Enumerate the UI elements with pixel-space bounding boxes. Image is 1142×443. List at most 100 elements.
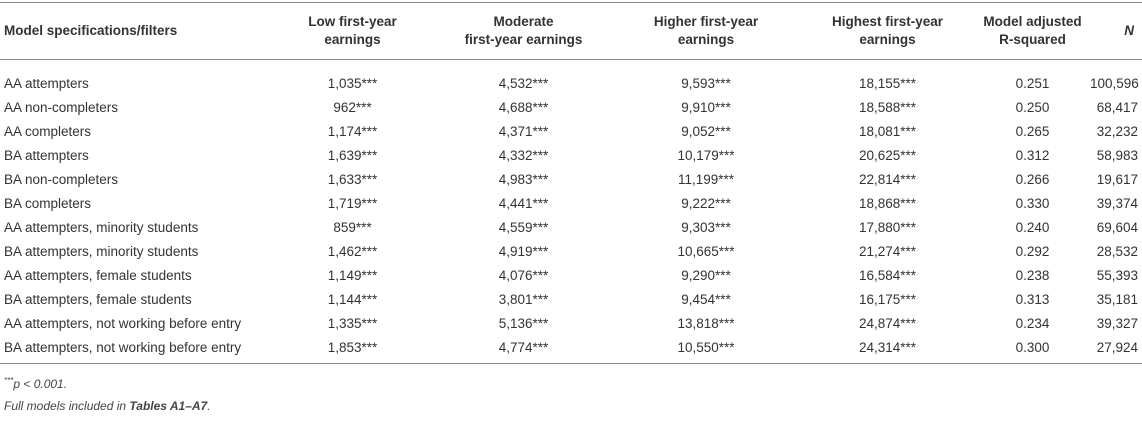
cell: 16,584***: [858, 267, 917, 283]
source-note: Full models included in Tables A1–A7.: [4, 399, 211, 413]
column-header: Model adjusted R-squared: [975, 2, 1090, 60]
cell: 0.265: [1015, 123, 1050, 139]
cell: 9,222***: [681, 195, 731, 211]
cell: 4,076***: [498, 267, 549, 283]
table-row: AA non-completers 962*** 4,688*** 9,910*** 1…: [0, 95, 1142, 119]
cell: 962***: [333, 99, 372, 115]
table-row: BA attempters, minority students 1,462***…: [0, 239, 1142, 263]
row-label: BA completers: [4, 195, 92, 211]
cell: 4,371***: [498, 123, 549, 139]
note-text: p < 0.001.: [13, 377, 68, 391]
cell: 18,588***: [858, 99, 917, 115]
cell: 0.238: [1015, 267, 1050, 283]
row-label: BA non-completers: [4, 171, 119, 187]
cell: 13,818***: [677, 315, 735, 331]
cell: 20,625***: [858, 147, 917, 163]
cell: 1,335***: [327, 315, 378, 331]
cell: 1,144***: [327, 291, 378, 307]
cell: 0.251: [1015, 75, 1050, 91]
cell: 21,274***: [858, 243, 917, 259]
column-header: N: [1090, 2, 1142, 60]
cell: 10,550***: [612, 335, 800, 364]
note-marker: ***: [4, 376, 14, 385]
cell: 4,441***: [498, 195, 549, 211]
results-table: Model specifications/filters Low first-ye…: [0, 2, 1142, 364]
column-header: Low first-year earnings: [270, 2, 435, 60]
column-header: Higher first-year earnings: [612, 2, 800, 60]
cell: 1,462***: [327, 243, 378, 259]
significance-note: ***p < 0.001.: [4, 376, 67, 391]
cell: 4,919***: [498, 243, 549, 259]
cell: 4,983***: [498, 171, 549, 187]
cell: 4,688***: [498, 99, 549, 115]
row-label: BA attempters, female students: [4, 291, 192, 307]
cell: 1,149***: [327, 267, 378, 283]
cell: 1,639***: [327, 147, 378, 163]
table-row: AA attempters, not working before entry 1…: [0, 311, 1142, 335]
cell: 27,924: [1090, 335, 1142, 364]
cell: 1,719***: [327, 195, 378, 211]
cell: 28,532: [1096, 243, 1138, 259]
cell: 39,327: [1096, 315, 1138, 331]
table-row: AA completers 1,174*** 4,371*** 9,052*** 18,…: [0, 119, 1142, 143]
cell: 9,052***: [681, 123, 731, 139]
table-row: BA completers 1,719*** 4,441*** 9,222*** 18,…: [0, 191, 1142, 215]
spacer-cell: [1090, 60, 1142, 72]
cell: 17,880***: [858, 219, 917, 235]
cell: 9,910***: [681, 99, 731, 115]
row-label: BA attempters, minority students: [4, 243, 199, 259]
spacer-cell: [0, 60, 270, 72]
cell: 18,155***: [858, 75, 917, 91]
row-label: BA attempters, not working before entry: [0, 335, 270, 364]
table-row: AA attempters 1,035*** 4,532*** 9,593*** 18,…: [0, 71, 1142, 95]
cell: 10,179***: [677, 147, 735, 163]
cell: 22,814***: [858, 171, 917, 187]
cell: 9,454***: [681, 291, 731, 307]
table-row: BA attempters 1,639*** 4,332*** 10,179*** 20…: [0, 143, 1142, 167]
cell: 32,232: [1096, 123, 1138, 139]
cell: 0.313: [1015, 291, 1050, 307]
cell: 69,604: [1096, 219, 1138, 235]
table-body: AA attempters 1,035*** 4,532*** 9,593*** 18,…: [0, 60, 1142, 364]
column-header: Highest first-year earnings: [800, 2, 975, 60]
cell: 0.240: [1015, 219, 1050, 235]
cell: 55,393: [1096, 267, 1138, 283]
table-row: BA attempters, not working before entry 1…: [0, 335, 1142, 364]
cell: 5,136***: [498, 315, 549, 331]
spacer-cell: [270, 60, 435, 72]
row-label: BA attempters: [4, 147, 89, 163]
cell: 0.300: [975, 335, 1090, 364]
cell: 24,874***: [858, 315, 917, 331]
cell: 10,665***: [677, 243, 735, 259]
row-label: AA attempters, female students: [4, 267, 192, 283]
cell: 4,774***: [435, 335, 612, 364]
note-suffix: .: [207, 399, 211, 413]
spacer-cell: [612, 60, 800, 72]
spacer-cell: [435, 60, 612, 72]
cell: 58,983: [1096, 147, 1138, 163]
note-ref: Tables A1–A7: [129, 399, 208, 413]
cell: 4,559***: [498, 219, 549, 235]
cell: 4,332***: [498, 147, 549, 163]
cell: 16,175***: [858, 291, 917, 307]
row-label: AA non-completers: [4, 99, 119, 115]
cell: 0.250: [1015, 99, 1050, 115]
cell: 18,081***: [858, 123, 917, 139]
table-header: Model specifications/filters Low first-ye…: [0, 2, 1142, 60]
row-label: AA attempters, minority students: [4, 219, 199, 235]
cell: 1,853***: [270, 335, 435, 364]
cell: 11,199***: [677, 171, 735, 187]
spacer-cell: [975, 60, 1090, 72]
cell: 39,374: [1096, 195, 1138, 211]
cell: 0.330: [1015, 195, 1050, 211]
cell: 1,035***: [327, 75, 378, 91]
cell: 0.266: [1015, 171, 1050, 187]
cell: 100,596: [1090, 75, 1139, 91]
cell: 859***: [333, 219, 372, 235]
column-header: Model specifications/filters: [0, 2, 270, 60]
cell: 4,532***: [498, 75, 549, 91]
cell: 1,633***: [327, 171, 378, 187]
table-row: BA non-completers 1,633*** 4,983*** 11,199*…: [0, 167, 1142, 191]
cell: 18,868***: [858, 195, 917, 211]
